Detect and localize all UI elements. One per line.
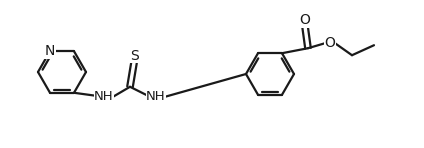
Text: S: S [130, 49, 138, 63]
Text: N: N [45, 44, 55, 58]
Text: O: O [300, 13, 310, 27]
Text: NH: NH [146, 90, 166, 103]
Text: O: O [324, 36, 335, 50]
Text: NH: NH [94, 90, 114, 103]
